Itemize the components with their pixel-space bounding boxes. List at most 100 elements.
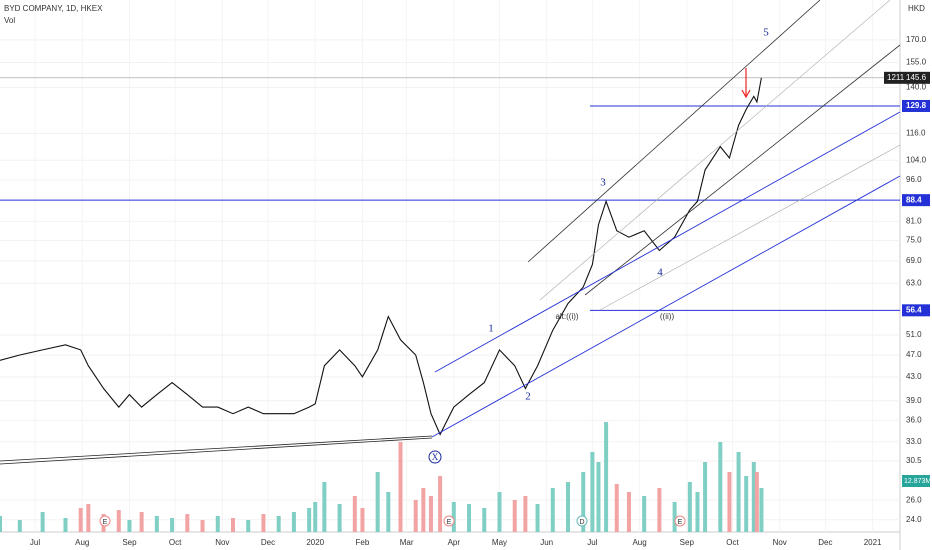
volume-bar — [78, 508, 83, 532]
level-box — [902, 194, 930, 207]
event-marker — [443, 515, 455, 527]
volume-bar — [754, 472, 759, 532]
wave-circle — [428, 450, 442, 464]
x-tick-label: Dec — [818, 538, 832, 547]
x-tick-label: Apr — [448, 538, 461, 547]
wave-label: X — [432, 452, 439, 462]
x-tick-label: Aug — [632, 538, 646, 547]
arrow-head — [741, 89, 751, 99]
volume-bar — [127, 520, 132, 532]
volume-bar — [614, 484, 619, 532]
volume-bar — [626, 492, 631, 532]
wave-label: ((ii)) — [660, 312, 675, 321]
volume-bar — [687, 482, 692, 532]
x-tick-label: Mar — [400, 538, 414, 547]
y-tick-label: 33.0 — [906, 437, 922, 446]
level-label: 129.8 — [906, 101, 927, 110]
volume-bar — [428, 496, 433, 532]
y-tick-label: 69.0 — [906, 256, 922, 265]
wave-label: alt:((i)) — [555, 312, 578, 321]
volume-bar — [170, 518, 175, 532]
volume-bar — [17, 520, 22, 532]
volume-bar — [154, 516, 159, 532]
volume-bar — [313, 502, 318, 532]
volume-bar — [451, 502, 456, 532]
y-tick-label: 47.0 — [906, 350, 922, 359]
y-tick-label: 75.0 — [906, 236, 922, 245]
level-box — [902, 99, 930, 112]
volume-bar — [360, 508, 365, 532]
volume-box — [902, 475, 930, 487]
volume-bar — [727, 472, 732, 532]
x-tick-label: 2020 — [306, 538, 324, 547]
wave-label: 4 — [657, 267, 663, 279]
event-markers: E E D E — [99, 515, 686, 527]
volume-bar — [581, 472, 586, 532]
price-line — [0, 77, 762, 436]
x-tick-label: Jul — [587, 538, 597, 547]
x-tick-label: Jun — [540, 538, 553, 547]
volume-bar — [337, 504, 342, 532]
currency: HKD — [908, 4, 925, 13]
event-label: D — [579, 519, 584, 526]
volume-bar — [523, 496, 528, 532]
x-tick-label: May — [492, 538, 507, 547]
trend-line — [434, 111, 901, 373]
y-tick-label: 116.0 — [906, 129, 926, 138]
volume-bar — [413, 500, 418, 532]
volume-bar — [291, 512, 296, 532]
x-tick-label: Dec — [261, 538, 275, 547]
volume-bar — [40, 512, 45, 532]
x-tick-label: Sep — [680, 538, 695, 547]
x-tick-label: Aug — [75, 538, 89, 547]
y-tick-label: 43.0 — [906, 372, 922, 381]
y-tick-label: 30.5 — [906, 456, 922, 465]
trend-line — [0, 435, 433, 462]
volume-bar — [744, 476, 749, 532]
volume-bar — [718, 442, 723, 532]
subtitle: Vol — [4, 16, 15, 25]
wave-label: 5 — [763, 27, 769, 39]
volume-bar — [590, 452, 595, 532]
event-marker — [576, 515, 588, 527]
volume-bar — [139, 512, 144, 532]
event-label: E — [678, 519, 683, 526]
volume-label: 12.873M — [904, 478, 931, 485]
event-marker — [99, 515, 111, 527]
volume-bar — [86, 504, 91, 532]
trend-line — [431, 175, 901, 438]
x-tick-label: Nov — [215, 538, 229, 547]
level-label: 56.4 — [906, 305, 922, 314]
volume-bar — [375, 472, 380, 532]
x-tick-label: Oct — [169, 538, 182, 547]
y-tick-label: 104.0 — [906, 155, 927, 164]
volume-bar — [0, 516, 2, 532]
volume-bar — [695, 492, 700, 532]
level-box — [902, 304, 930, 317]
volume-bar — [63, 518, 68, 532]
volume-bar — [512, 500, 517, 532]
volume-bar — [185, 514, 190, 532]
x-tick-label: Nov — [773, 538, 787, 547]
volume-bar — [200, 520, 205, 532]
volume-bar — [596, 462, 601, 532]
volume-bar — [261, 514, 266, 532]
y-tick-label: 36.0 — [906, 415, 922, 424]
volume-bar — [642, 496, 647, 532]
volume-bar — [230, 518, 235, 532]
volume-bar — [550, 488, 555, 532]
y-tick-label: 170.0 — [906, 35, 927, 44]
x-tick-label: 2021 — [864, 538, 882, 547]
y-tick-label: 51.0 — [906, 330, 922, 339]
price-box — [884, 71, 930, 84]
y-tick-label: 155.0 — [906, 58, 927, 67]
wave-label: 3 — [600, 177, 606, 189]
volume-bar — [421, 488, 426, 532]
wave-label: 1 — [488, 323, 494, 335]
chart-title: BYD COMPANY, 1D, HKEX — [4, 4, 103, 13]
last-price-label: 145.6 — [906, 73, 927, 82]
x-tick-label: Jul — [30, 538, 40, 547]
volume-bar — [215, 516, 220, 532]
volume-bar — [246, 520, 251, 532]
